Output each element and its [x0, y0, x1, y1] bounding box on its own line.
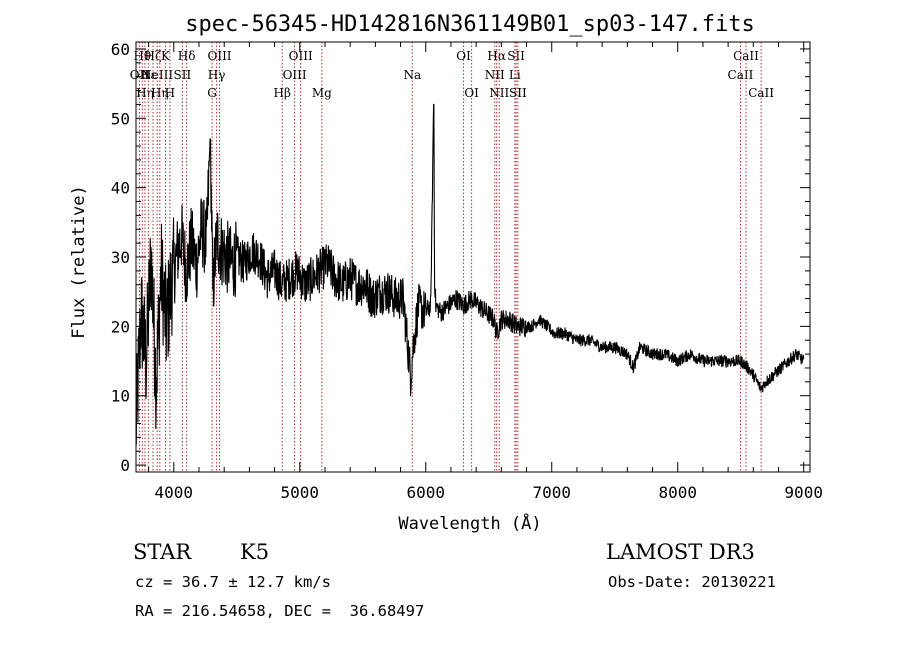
- line-label-20: OI: [464, 86, 479, 100]
- line-label-0: OII: [130, 68, 150, 82]
- axis-ticks: 4000 5000 6000 7000 8000 9000 0 10 20 30 40 50 60: [111, 40, 823, 502]
- line-label-12: Hγ: [208, 68, 226, 82]
- y-tick-label: 0: [120, 456, 130, 475]
- x-tick-label: 8000: [658, 483, 697, 502]
- line-label-11: G: [207, 86, 217, 100]
- line-label-24: Li: [509, 68, 521, 82]
- x-tick-label: 6000: [406, 483, 445, 502]
- x-tick-label: 4000: [155, 483, 194, 502]
- line-label-8: H: [165, 86, 175, 100]
- line-label-21: NII: [485, 68, 505, 82]
- line-label-17: Mg: [312, 86, 332, 100]
- x-tick-label: 5000: [281, 483, 320, 502]
- x-tick-label: 7000: [532, 483, 571, 502]
- line-label-1: Hθ: [133, 49, 151, 63]
- line-label-9: SII: [174, 68, 192, 82]
- line-label-28: CaII: [733, 49, 759, 63]
- y-tick-label: 30: [111, 248, 130, 267]
- y-tick-label: 10: [111, 387, 130, 406]
- y-tick-label: 50: [111, 109, 130, 128]
- line-label-2: Hη: [136, 86, 154, 100]
- line-label-22: Hα: [487, 49, 506, 63]
- y-axis-label: Flux (relative): [69, 185, 89, 339]
- x-tick-label: 9000: [784, 483, 823, 502]
- line-label-23: NII: [489, 86, 509, 100]
- y-tick-label: 40: [111, 179, 130, 198]
- line-label-26: SII: [509, 86, 527, 100]
- line-label-15: OIII: [283, 68, 307, 82]
- line-label-18: Na: [403, 68, 421, 82]
- line-label-19: OI: [456, 49, 471, 63]
- y-tick-label: 20: [111, 317, 130, 336]
- line-label-13: OIII: [207, 49, 231, 63]
- plot-frame: [135, 41, 811, 473]
- line-label-25: SII: [507, 49, 525, 63]
- coordinates: RA = 216.54658, DEC = 36.68497: [135, 602, 425, 620]
- line-label-7: K: [161, 49, 171, 63]
- line-label-16: OIII: [289, 49, 313, 63]
- line-label-27: CaII: [728, 68, 754, 82]
- chart-title: spec-56345-HD142816N361149B01_sp03-147.f…: [185, 12, 755, 37]
- survey-name: LAMOST DR3: [606, 540, 755, 564]
- object-subclass: K5: [240, 540, 270, 564]
- y-tick-label: 60: [111, 40, 130, 59]
- line-label-6: Hη: [151, 86, 169, 100]
- line-label-10: Hδ: [178, 49, 196, 63]
- x-axis-label: Wavelength (Å): [398, 512, 541, 534]
- object-class: STAR: [133, 540, 192, 564]
- line-label-29: CaII: [748, 86, 774, 100]
- observation-date: Obs-Date: 20130221: [608, 573, 776, 591]
- line-label-14: Hβ: [274, 86, 291, 100]
- spectrum-line: [135, 103, 805, 445]
- line-label-5: NeIII: [141, 68, 173, 82]
- redshift-value: cz = 36.7 ± 12.7 km/s: [135, 573, 331, 591]
